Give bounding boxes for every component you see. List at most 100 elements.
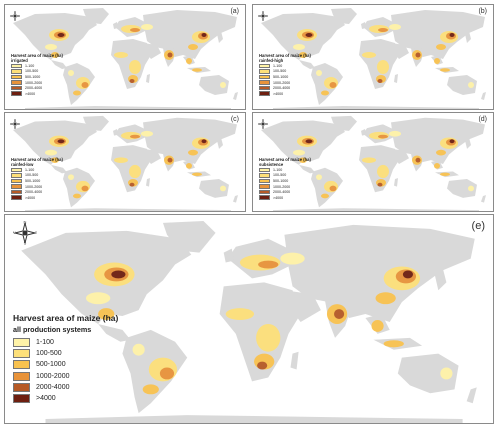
legend-class-label: 100-500 <box>25 69 39 74</box>
legend-class-label: 1000-2000 <box>273 80 291 85</box>
legend-row: 100-500 <box>259 69 311 75</box>
legend-row: 1000-2000 <box>11 80 63 86</box>
legend-class-label: 2000-4000 <box>25 190 43 195</box>
legend-subtitle: rainfed-low <box>11 162 34 167</box>
legend-class-label: >4000 <box>273 91 284 96</box>
legend-swatch <box>11 74 22 80</box>
legend-row: >4000 <box>259 195 311 201</box>
legend-class-label: 1000-2000 <box>25 80 43 85</box>
legend-swatch <box>13 394 30 404</box>
legend-row: 2000-4000 <box>259 85 311 91</box>
legend-a: Harvest area of maize (ha) irrigated 1-1… <box>11 53 63 97</box>
legend-subtitle: irrigated <box>11 58 28 63</box>
map-panel-b: (b) Harvest area of maize (ha) rainfed-h… <box>252 4 494 110</box>
legend-title: Harvest area of maize (ha) <box>11 157 63 162</box>
compass-rose-icon <box>257 9 269 22</box>
map-panel-c: (c) Harvest area of maize (ha) rainfed-l… <box>4 112 246 212</box>
legend-swatch <box>11 91 22 97</box>
map-panel-a: (a) Harvest area of maize (ha) irrigated… <box>4 4 246 110</box>
panel-label-b: (b) <box>478 8 487 15</box>
legend-class-label: 1-100 <box>25 167 35 172</box>
compass-letter-e: E <box>35 230 37 235</box>
compass-rose-icon: N S E W <box>12 220 39 246</box>
legend-class-label: 500-1000 <box>273 74 289 79</box>
legend-class-label: >4000 <box>25 91 36 96</box>
legend-title: Harvest area of maize (ha) <box>13 313 119 323</box>
legend-swatch <box>259 69 270 74</box>
legend-c: Harvest area of maize (ha) rainfed-low 1… <box>11 157 63 201</box>
legend-row: 1-100 <box>259 167 311 173</box>
legend-row: 1000-2000 <box>259 184 311 190</box>
legend-class-label: 100-500 <box>25 173 39 178</box>
legend-title: Harvest area of maize (ha) <box>259 157 311 162</box>
compass-rose-icon <box>9 117 21 130</box>
legend-swatch <box>259 178 270 184</box>
legend-swatch <box>11 63 22 69</box>
legend-class-label: >4000 <box>36 395 56 403</box>
legend-row: 500-1000 <box>11 74 63 80</box>
map-panel-d: (d) Harvest area of maize (ha) subsisten… <box>252 112 494 212</box>
legend-row: 2000-4000 <box>11 189 63 195</box>
legend-row: 1-100 <box>259 63 311 69</box>
legend-class-label: 1000-2000 <box>36 372 70 380</box>
legend-class-label: >4000 <box>273 195 284 200</box>
legend-class-label: 2000-4000 <box>36 383 70 391</box>
legend-row: 1-100 <box>13 337 118 348</box>
legend-class-label: 500-1000 <box>25 178 41 183</box>
legend-swatch <box>259 173 270 178</box>
legend-class-label: 500-1000 <box>25 74 41 79</box>
legend-row: 500-1000 <box>11 178 63 184</box>
legend-row: 1000-2000 <box>13 371 118 382</box>
legend-subtitle: rainfed-high <box>259 58 284 63</box>
panel-label-a: (a) <box>230 8 239 15</box>
legend-swatch <box>259 91 270 97</box>
legend-swatch <box>13 338 30 348</box>
legend-class-label: 500-1000 <box>36 361 66 369</box>
legend-row: >4000 <box>11 195 63 201</box>
legend-swatch <box>259 85 270 91</box>
legend-class-label: 1-100 <box>36 339 54 347</box>
legend-title: Harvest area of maize (ha) <box>259 53 311 58</box>
legend-row: 500-1000 <box>259 178 311 184</box>
legend-class-label: 2000-4000 <box>273 190 291 195</box>
legend-class-label: 2000-4000 <box>25 86 43 91</box>
legend-swatch <box>13 382 30 392</box>
legend-swatch <box>259 195 270 201</box>
panel-label-d: (d) <box>478 116 487 123</box>
panel-label-c: (c) <box>230 116 239 123</box>
legend-swatch <box>13 360 30 370</box>
compass-letter-s: S <box>24 241 27 246</box>
legend-row: 100-500 <box>11 69 63 75</box>
legend-class-label: 2000-4000 <box>273 86 291 91</box>
legend-swatch <box>11 80 22 85</box>
legend-row: 1-100 <box>11 63 63 69</box>
compass-rose-icon <box>257 117 269 130</box>
compass-letter-n: N <box>24 221 27 225</box>
legend-swatch <box>13 371 30 381</box>
legend-swatch <box>11 184 22 189</box>
panel-label-e: (e) <box>471 220 485 232</box>
legend-swatch <box>259 74 270 80</box>
legend-swatch <box>259 80 270 85</box>
legend-row: 1-100 <box>11 167 63 173</box>
legend-row: 100-500 <box>259 173 311 179</box>
map-panel-e: (e) N S E W Harvest area of maize (ha) all … <box>4 214 494 424</box>
legend-swatch <box>11 85 22 91</box>
legend-subtitle: subsistence <box>259 162 284 167</box>
legend-class-label: 1-100 <box>25 63 35 68</box>
legend-row: 1000-2000 <box>11 184 63 190</box>
legend-row: >4000 <box>259 91 311 97</box>
legend-class-label: 100-500 <box>273 173 287 178</box>
legend-row: 2000-4000 <box>259 189 311 195</box>
legend-subtitle: all production systems <box>13 325 92 334</box>
legend-swatch <box>11 167 22 173</box>
legend-row: 500-1000 <box>13 359 118 370</box>
legend-class-label: 1-100 <box>273 63 283 68</box>
legend-swatch <box>11 195 22 201</box>
legend-class-label: 500-1000 <box>273 178 289 183</box>
legend-swatch <box>259 63 270 69</box>
legend-swatch <box>13 349 30 359</box>
legend-swatch <box>259 184 270 189</box>
legend-class-label: 1000-2000 <box>273 184 291 189</box>
legend-d: Harvest area of maize (ha) subsistence 1… <box>259 157 311 201</box>
